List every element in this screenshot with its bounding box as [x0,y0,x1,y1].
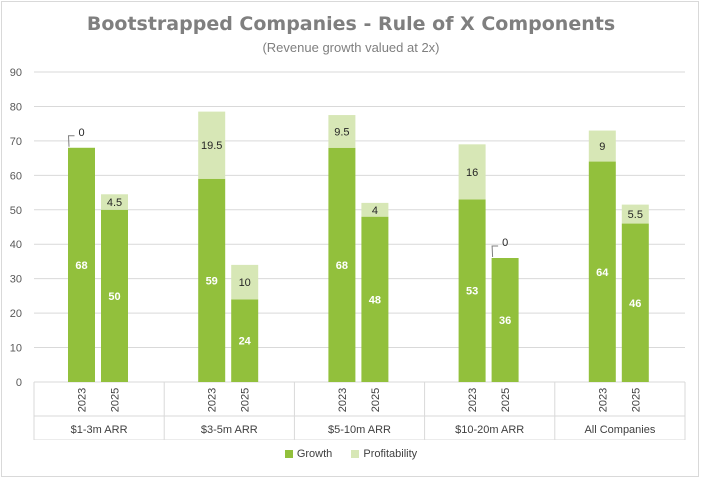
bar-profitability [588,130,616,162]
legend-label-profitability: Profitability [363,448,418,461]
data-label-growth: 68 [75,260,87,272]
y-tick-label: 90 [10,67,22,79]
bar-growth [458,199,486,382]
bar-growth [198,178,226,382]
y-tick-label: 10 [10,343,22,355]
data-label-profitability: 0 [79,127,85,139]
data-label-growth: 24 [239,336,252,348]
bar-growth [231,299,259,382]
bar-profitability [101,194,128,210]
x-tick-label-group: $3-5m ARR [201,424,258,436]
stacked-bar-chart: 01020304050607080906802023504.52025$1-3m… [10,67,686,440]
x-tick-label-year: 2023 [77,388,89,412]
legend-swatch-profitability [351,450,360,459]
legend: Growth Profitability [0,448,702,460]
x-tick-label-year: 2025 [240,388,252,412]
data-label-profitability: 9.5 [334,126,349,138]
y-tick-label: 50 [10,205,22,217]
bar-growth [101,209,128,382]
data-label-profitability: 9 [599,141,605,153]
legend-item-growth: Growth [284,448,333,461]
chart-subtitle: (Revenue growth valued at 2x) [262,40,440,55]
data-label-growth: 64 [596,267,609,279]
x-tick-label-group: $10-20m ARR [455,424,524,436]
zero-label-leader-line [67,135,75,147]
legend-item-profitability: Profitability [351,448,417,460]
y-tick-label: 20 [10,308,22,320]
y-tick-label: 0 [16,377,22,389]
data-label-profitability: 10 [239,277,251,289]
data-label-growth: 46 [629,298,641,310]
bar-growth [361,216,389,382]
bar-profitability [621,204,649,224]
x-tick-label-year: 2025 [630,388,642,412]
data-label-profitability: 4.5 [107,197,122,209]
data-label-growth: 50 [108,291,120,303]
x-tick-label-group: $1-3m ARR [71,424,128,436]
data-label-profitability: 19.5 [201,140,222,152]
bar-profitability [231,264,259,300]
x-tick-label-year: 2025 [370,388,382,412]
y-tick-label: 60 [10,170,22,182]
legend-swatch-growth [284,450,293,459]
chart-title: Bootstrapped Companies - Rule of X Compo… [86,13,616,35]
bar-growth [68,147,95,382]
bar-profitability [361,202,389,217]
data-label-growth: 36 [499,315,511,327]
x-tick-label-year: 2023 [207,388,219,412]
data-label-profitability: 0 [502,237,508,249]
x-tick-label-year: 2023 [597,388,609,412]
data-label-profitability: 16 [466,167,478,179]
y-tick-label: 40 [10,239,22,251]
x-tick-label-year: 2023 [467,388,479,412]
x-tick-label-year: 2023 [337,388,349,412]
bar-profitability [458,144,486,200]
zero-label-leader-line [491,245,499,258]
bar-growth [588,161,616,382]
data-label-profitability: 5.5 [628,209,643,221]
y-tick-label: 30 [10,274,22,286]
x-tick-label-group: All Companies [584,424,655,436]
y-tick-label: 80 [10,101,22,113]
bar-profitability [198,111,226,179]
data-label-growth: 59 [206,275,218,287]
x-tick-label-year: 2025 [110,388,122,412]
bar-growth [621,223,649,382]
x-tick-label-year: 2025 [500,388,512,412]
bar-profitability [328,115,356,148]
x-tick-label-group: $5-10m ARR [328,424,391,436]
bar-growth [491,258,519,382]
legend-label-growth: Growth [296,448,333,461]
data-label-growth: 53 [466,286,478,298]
data-label-growth: 68 [336,260,348,272]
bar-growth [328,147,356,382]
y-tick-label: 70 [10,136,22,148]
data-label-growth: 48 [369,294,381,306]
data-label-profitability: 4 [372,205,378,217]
